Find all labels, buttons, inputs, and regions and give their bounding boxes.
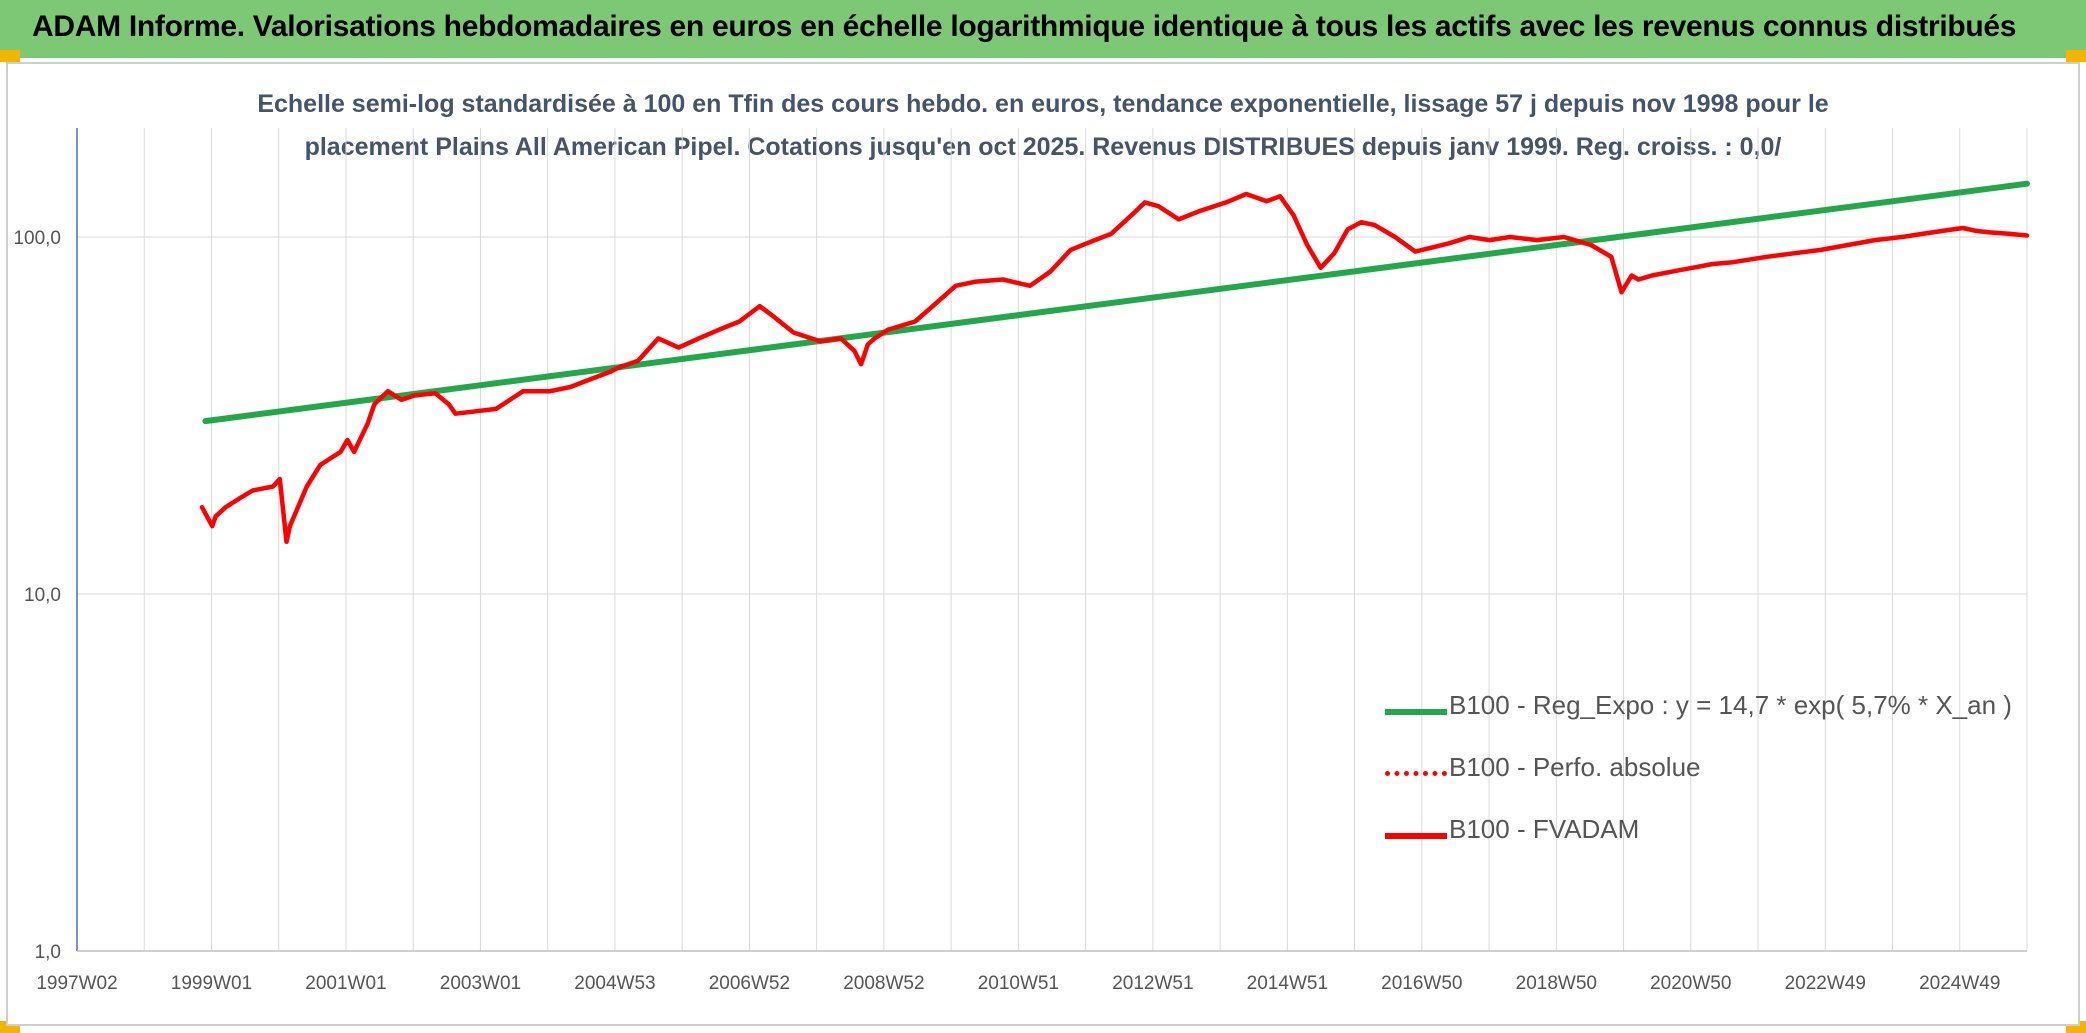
x-tick-label: 2020W50 [1650,973,1731,994]
legend-swatch-green-line [1385,709,1447,715]
x-tick-label: 2006W52 [709,973,790,994]
x-tick-label: 2008W52 [843,973,924,994]
fvadam-series-line [199,191,2030,545]
x-tick-label: 2018W50 [1516,973,1597,994]
regression-trend-line [202,180,2030,425]
legend-label-fvadam: B100 - FVADAM [1449,814,1640,844]
grid [77,128,2028,951]
y-tick-label: 1,0 [35,942,61,963]
x-tick-label: 2014W51 [1247,973,1328,994]
axes: 1,0 10,0 100,0 1997W02 1999W01 2001W01 2003W01… [13,128,2027,994]
x-tick-label: 2012W51 [1112,973,1193,994]
series-lines [199,180,2030,545]
legend-label-perfo: B100 - Perfo. absolue [1449,752,1701,782]
report-title: ADAM Informe. Valorisations hebdomadaire… [32,10,2017,43]
y-tick-label: 100,0 [13,228,61,249]
legend-label-regression: B100 - Reg_Expo : y = 14,7 * exp( 5,7% *… [1449,690,2012,720]
x-tick-label: 1997W02 [36,973,117,994]
x-tick-label: 2024W49 [1919,973,2000,994]
chart-title-line-2: placement Plains All American Pipel. Cot… [304,133,1782,161]
corner-marker [0,50,20,62]
corner-marker [2066,50,2086,62]
legend-swatch-red-dotted [1385,771,1447,776]
x-tick-label: 2016W50 [1381,973,1462,994]
header-bar: ADAM Informe. Valorisations hebdomadaire… [0,0,2086,58]
x-tick-label: 2001W01 [305,973,386,994]
y-tick-label: 10,0 [24,585,61,606]
x-tick-label: 2003W01 [440,973,521,994]
x-tick-label: 2004W53 [574,973,655,994]
chart-title-line-1: Echelle semi-log standardisée à 100 en T… [257,90,1829,118]
legend-swatch-red-line [1385,833,1447,839]
x-tick-label: 1999W01 [171,973,252,994]
x-tick-label: 2010W51 [978,973,1059,994]
x-tick-label: 2022W49 [1785,973,1866,994]
